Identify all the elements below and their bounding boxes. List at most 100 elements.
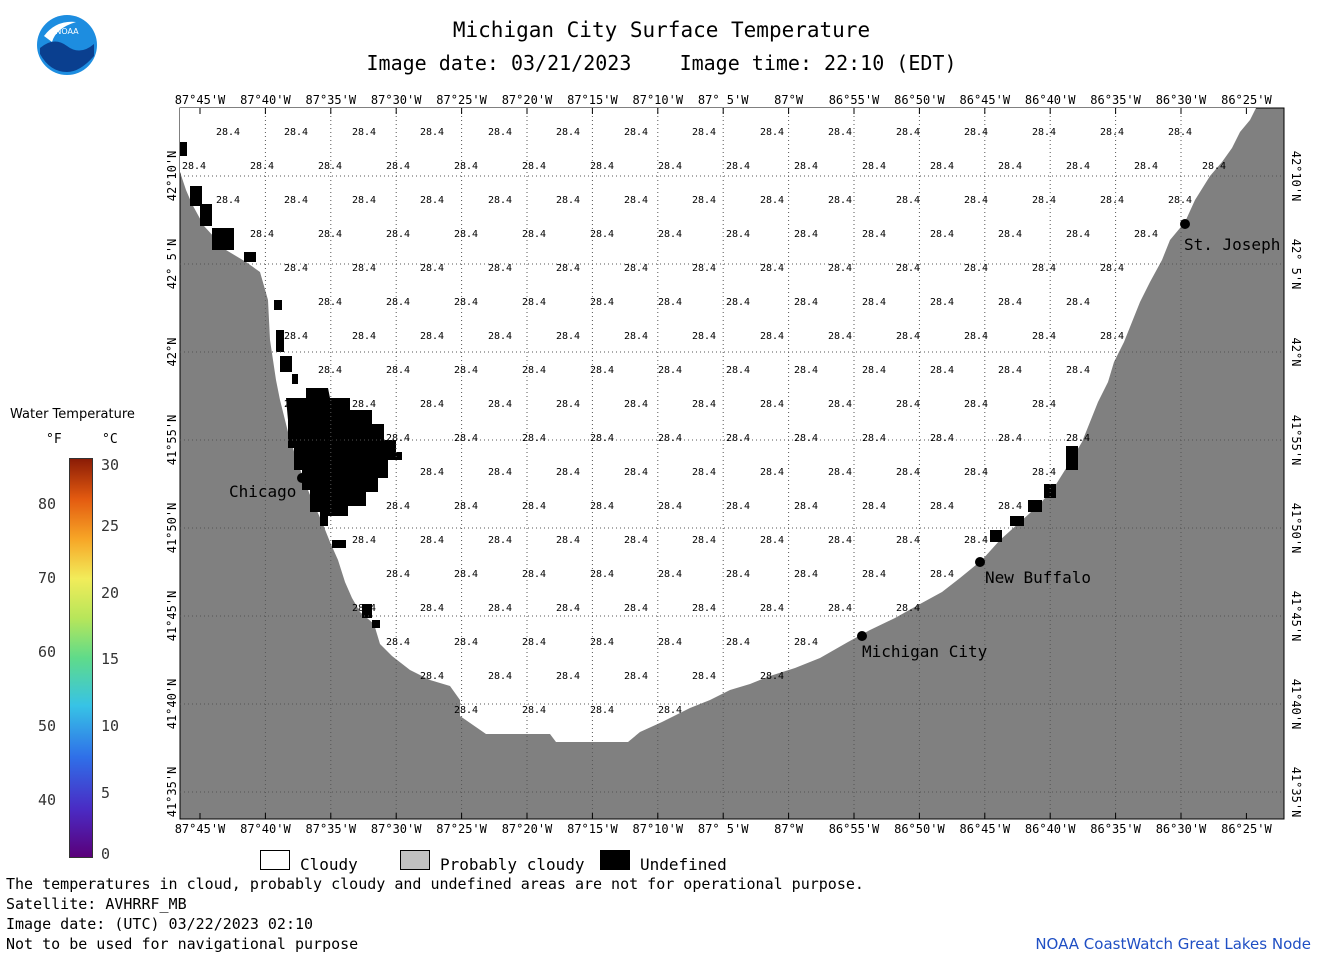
temperature-cell: 28.4 [454,365,478,376]
temperature-cell: 28.4 [556,263,580,274]
temperature-cell: 28.4 [284,127,308,138]
new-buffalo-label: New Buffalo [985,568,1091,587]
longitude-label: 87°10'W [633,822,684,836]
temperature-cell: 28.4 [794,365,818,376]
latitude-label: 42°N [1289,338,1303,367]
temperature-cell: 28.4 [420,671,444,682]
map-title: Michigan City Surface Temperature [452,18,871,42]
temperature-cell: 28.4 [522,433,546,444]
temperature-cell: 28.4 [828,127,852,138]
temperature-cell: 28.4 [998,433,1022,444]
temperature-cell: 28.4 [828,263,852,274]
temperature-cell: 28.4 [386,433,410,444]
longitude-label: 87° 5'W [698,93,749,107]
temperature-cell: 28.4 [692,671,716,682]
undefined-swatch [600,850,630,870]
latitude-label: 42°N [165,338,179,367]
temperature-cell: 28.4 [964,535,988,546]
temperature-colorbar [69,458,93,858]
temperature-cell: 28.4 [352,195,376,206]
f-tick: 40 [38,791,57,809]
temperature-cell: 28.4 [420,195,444,206]
temperature-cell: 28.4 [1134,161,1158,172]
undefined-patch [1044,484,1056,498]
st-joseph-label: St. Joseph [1184,235,1280,254]
temperature-cell: 28.4 [624,195,648,206]
longitude-label: 87°15'W [567,93,618,107]
longitude-label: 87°45'W [175,93,226,107]
temperature-cell: 28.4 [896,467,920,478]
latitude-labels-left: 42°10'N 42° 5'N 42°N 41°55'N 41°50'N 41°45'N 4… [165,151,179,818]
longitude-label: 86°25'W [1221,93,1272,107]
latitude-label: 41°45'N [1289,591,1303,642]
longitude-label: 86°40'W [1025,822,1076,836]
note-operational: The temperatures in cloud, probably clou… [6,875,864,893]
temperature-cell: 28.4 [862,229,886,240]
temperature-cell: 28.4 [658,297,682,308]
temperature-cell: 28.4 [624,399,648,410]
temperature-cell: 28.4 [794,297,818,308]
temperature-cell: 28.4 [1032,127,1056,138]
lake-michigan-water [180,108,1256,742]
temperature-cell: 28.4 [624,467,648,478]
temperature-cell: 28.4 [930,569,954,580]
cloudy-label: Cloudy [300,855,358,874]
temperature-cell: 28.4 [420,603,444,614]
temperature-cell: 28.4 [658,229,682,240]
longitude-label: 87°25'W [436,93,487,107]
undefined-patch [1028,500,1042,512]
temperature-cell: 28.4 [318,161,342,172]
temperature-cell: 28.4 [556,399,580,410]
temperature-cell: 28.4 [896,535,920,546]
undefined-patch [1010,516,1024,526]
undefined-patches [180,142,1078,628]
latitude-label: 41°35'N [165,767,179,818]
temperature-cell: 28.4 [896,263,920,274]
temperature-cell: 28.4 [862,569,886,580]
temperature-cell: 28.4 [658,365,682,376]
temperature-cell: 28.4 [828,331,852,342]
temperature-cell: 28.4 [828,399,852,410]
temperature-cell: 28.4 [1100,127,1124,138]
temperature-cell: 28.4 [964,195,988,206]
temperature-cell: 28.4 [556,467,580,478]
longitude-label: 86°40'W [1025,93,1076,107]
temperature-cell: 28.4 [964,263,988,274]
temperature-cell: 28.4 [590,433,614,444]
temperature-cell: 28.4 [590,229,614,240]
legend-title: Water Temperature [10,407,135,422]
temperature-cell: 28.4 [454,569,478,580]
temperature-cell: 28.4 [692,127,716,138]
latitude-labels-right: 42°10'N 42° 5'N 42°N 41°55'N 41°50'N 41°45'N 4… [1289,151,1303,818]
temperature-cell: 28.4 [794,229,818,240]
temperature-cell: 28.4 [352,331,376,342]
longitude-label: 86°45'W [960,93,1011,107]
temperature-cell: 28.4 [556,127,580,138]
temperature-cell: 28.4 [658,161,682,172]
temperature-cell: 28.4 [828,195,852,206]
longitude-label: 86°50'W [894,93,945,107]
temperature-cell: 28.4 [590,705,614,716]
probably-cloudy-swatch [400,850,430,870]
temperature-cell: 28.4 [386,297,410,308]
temperature-cell: 28.4 [692,467,716,478]
undefined-patch [180,142,187,156]
undefined-label: Undefined [640,855,727,874]
temperature-cell: 28.4 [998,161,1022,172]
longitude-label: 87°15'W [567,822,618,836]
temperature-cell: 28.4 [386,501,410,512]
c-tick: 15 [101,650,120,668]
temperature-cell: 28.4 [1100,263,1124,274]
c-tick: 20 [101,584,120,602]
temperature-cell: 28.4 [624,535,648,546]
f-tick: 70 [38,569,57,587]
longitude-label: 86°55'W [829,822,880,836]
undefined-patch [372,620,380,628]
temperature-cell: 28.4 [658,637,682,648]
undefined-patch [200,204,212,226]
temperature-cell: 28.4 [794,161,818,172]
temperature-cell: 28.4 [624,671,648,682]
temperature-cell: 28.4 [1066,365,1090,376]
undefined-patch [362,604,372,618]
temperature-cell: 28.4 [964,467,988,478]
